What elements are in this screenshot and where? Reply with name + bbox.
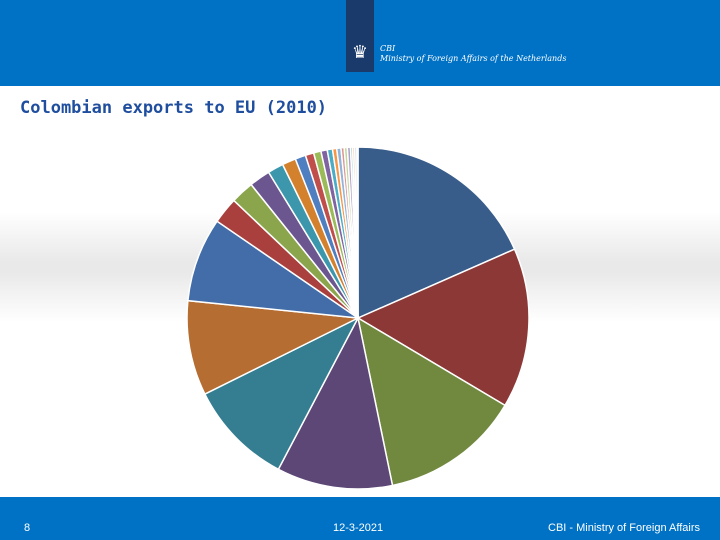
logo-line-1: CBI	[380, 44, 396, 53]
pie-slice-26	[356, 146, 359, 319]
footer-organization: CBI - Ministry of Foreign Affairs	[548, 522, 701, 534]
pie-slice-4	[277, 315, 394, 490]
slide-title: Colombian exports to EU (2010)	[20, 98, 328, 118]
pie-slice-5	[203, 316, 360, 471]
pie-slice-2	[356, 248, 530, 407]
pie-slice-1	[357, 146, 516, 320]
footer-bar	[0, 497, 720, 540]
logo-text: CBI Ministry of Foreign Affairs of the N…	[380, 44, 566, 64]
logo-box: ♛	[346, 0, 374, 72]
pie-slice-6	[186, 299, 361, 396]
crest-icon: ♛	[351, 42, 369, 63]
header-bar: ♛ CBI Ministry of Foreign Affairs of the…	[0, 0, 720, 86]
page-number: 8	[24, 522, 31, 534]
footer-date: 12-3-2021	[333, 522, 384, 534]
pie-slice-3	[356, 316, 507, 487]
logo-line-2: Ministry of Foreign Affairs of the Nethe…	[380, 54, 567, 63]
